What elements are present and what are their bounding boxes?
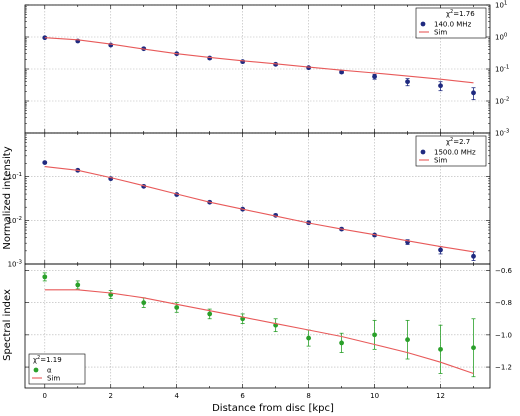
sim-line [44, 289, 474, 375]
legend-chi2: χ2=1.76 [446, 9, 475, 18]
legend-marker [420, 149, 426, 155]
ylabel-bottom: Spectral index [2, 289, 13, 361]
xlabel: Distance from disc [kpc] [212, 403, 334, 414]
legend-marker [33, 367, 39, 373]
data-point [306, 335, 312, 341]
data-point [174, 305, 180, 310]
data-point [372, 74, 377, 79]
data-point [438, 247, 443, 253]
legend-label: 140.0 MHz [434, 21, 472, 29]
data-point [339, 69, 344, 75]
data-point [471, 90, 476, 96]
x-tick-label: 8 [306, 392, 310, 400]
y-tick-label: −1.2 [495, 364, 512, 372]
y-tick-label: 10-3 [495, 129, 510, 138]
data-point [405, 337, 410, 343]
legend-box [415, 135, 487, 167]
x-tick-label: 4 [174, 392, 179, 400]
data-point [438, 346, 443, 352]
data-point [42, 274, 48, 280]
data-point [207, 311, 213, 317]
sim-line [44, 37, 474, 84]
legend-label: Sim [434, 29, 447, 37]
y-tick-label: 10-3 [8, 260, 23, 269]
data-point [405, 79, 410, 85]
data-point [471, 253, 476, 259]
y-tick-label: 10-2 [8, 216, 22, 225]
data-point [75, 282, 81, 288]
y-tick-label: 10-1 [8, 172, 22, 181]
sim-line [44, 166, 474, 253]
ylabel-top: Normalized intensity [2, 146, 13, 249]
legend-box [28, 353, 86, 385]
legend-marker [420, 21, 426, 27]
legend-box [415, 7, 487, 39]
x-tick-label: 2 [109, 392, 113, 400]
data-point [438, 83, 443, 89]
y-tick-label: −0.8 [495, 299, 512, 307]
x-tick-label: 10 [370, 392, 379, 400]
data-point [240, 59, 246, 65]
y-tick-label: 100 [495, 33, 508, 42]
legend-chi2: χ2=2.7 [446, 137, 470, 146]
x-tick-label: 6 [240, 392, 245, 400]
x-tick-label: 0 [43, 392, 47, 400]
data-point [141, 300, 147, 306]
legend-label: Sim [47, 375, 60, 383]
x-tick-label: 12 [436, 392, 445, 400]
y-tick-label: 10-2 [495, 97, 509, 106]
data-point [42, 35, 48, 41]
y-tick-label: 10-1 [495, 65, 509, 74]
y-tick-label: 101 [495, 1, 507, 10]
y-tick-label: −0.6 [495, 267, 513, 275]
y-tick-label: −1.0 [495, 331, 512, 339]
data-point [339, 340, 344, 346]
legend-label: α [47, 367, 52, 375]
data-point [372, 332, 377, 338]
legend-chi2: χ2=1.19 [33, 355, 62, 364]
data-point [42, 160, 48, 165]
data-point [471, 345, 476, 351]
legend-label: 1500.0 MHz [434, 149, 476, 157]
panel-frame [24, 263, 491, 389]
legend-label: Sim [434, 157, 447, 165]
